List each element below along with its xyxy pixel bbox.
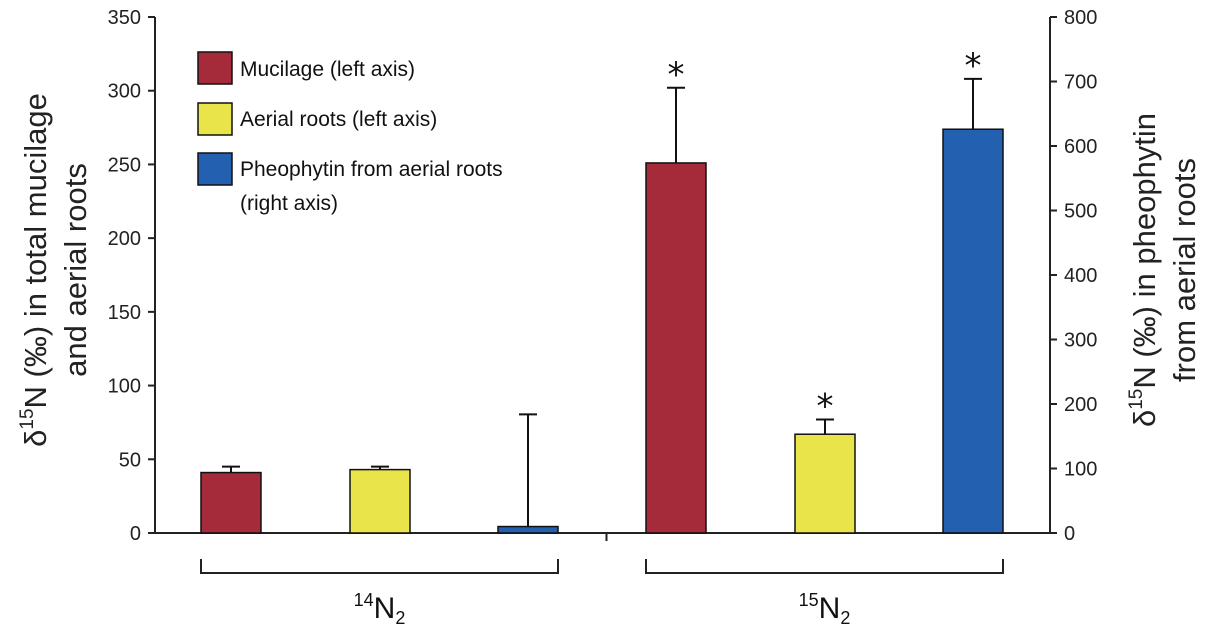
- right-axis-title: δ15N (‰) in pheophytin from aerial roots: [1126, 113, 1202, 427]
- bar: [200, 471, 262, 534]
- right-tick-label: 200: [1064, 394, 1097, 416]
- axes: 0 50 100 150 200 250 300 350 0 100 200 300 400 500 600…: [108, 7, 1098, 545]
- left-tick-label: 0: [130, 523, 141, 545]
- group-label: 14N2: [354, 590, 406, 628]
- group-bracket: [645, 559, 1004, 574]
- legend: Mucilage (left axis) Aerial roots (left a…: [197, 51, 503, 215]
- group-bracket: [200, 559, 559, 574]
- right-tick-label: 400: [1064, 265, 1097, 287]
- legend-label: Pheophytin from aerial roots: [240, 158, 503, 181]
- significance-marker: *: [668, 55, 685, 95]
- right-tick-label: 800: [1064, 7, 1097, 29]
- left-tick-label: 50: [119, 449, 141, 471]
- legend-label: Mucilage (left axis): [240, 58, 415, 81]
- right-tick-label: 600: [1064, 136, 1097, 158]
- left-tick-label: 200: [108, 228, 141, 250]
- legend-label: Aerial roots (left axis): [240, 108, 437, 131]
- group-brackets: 14N2 15N2: [200, 559, 1004, 628]
- right-tick-label: 100: [1064, 459, 1097, 481]
- bars: * * *: [200, 46, 1004, 534]
- left-tick-label: 150: [108, 302, 141, 324]
- right-tick-label: 300: [1064, 330, 1097, 352]
- bar: [794, 433, 856, 534]
- legend-swatch: [197, 102, 233, 136]
- right-tick-label: 0: [1064, 523, 1075, 545]
- bar: [942, 128, 1004, 534]
- group-label: 15N2: [799, 590, 851, 628]
- left-tick-label: 300: [108, 81, 141, 103]
- right-tick-label: 700: [1064, 72, 1097, 94]
- legend-swatch: [197, 51, 233, 85]
- right-tick-label: 500: [1064, 201, 1097, 223]
- left-tick-label: 350: [108, 7, 141, 29]
- left-tick-label: 250: [108, 154, 141, 176]
- bar: [497, 525, 559, 534]
- significance-marker: *: [817, 386, 834, 426]
- legend-swatch: [197, 152, 233, 186]
- left-tick-label: 100: [108, 376, 141, 398]
- legend-label: (right axis): [240, 192, 338, 215]
- significance-marker: *: [965, 46, 982, 86]
- bar: [349, 468, 411, 534]
- left-axis-title: δ15N (‰) in total mucilage and aerial roo…: [17, 93, 93, 447]
- bar: [645, 162, 707, 534]
